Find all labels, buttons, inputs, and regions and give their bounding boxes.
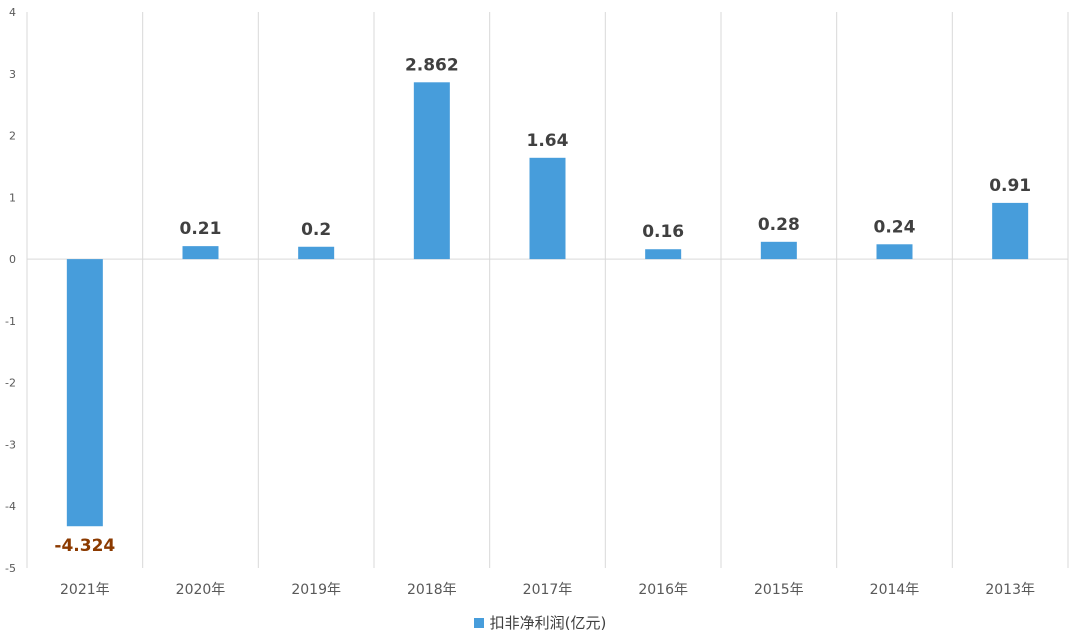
- y-tick-label: -5: [5, 562, 16, 575]
- bar: [760, 241, 797, 260]
- legend-label: 扣非净利润(亿元): [489, 614, 607, 632]
- y-tick-label: 0: [9, 253, 16, 266]
- legend-swatch: [473, 618, 484, 628]
- bar: [992, 202, 1029, 260]
- x-tick-label: 2018年: [407, 582, 457, 598]
- data-label: 1.64: [527, 131, 569, 151]
- data-label: 0.21: [180, 219, 222, 239]
- y-tick-label: 2: [9, 130, 16, 143]
- bar: [529, 157, 566, 260]
- gridlines: [26, 12, 1069, 568]
- data-label: 0.16: [642, 222, 684, 242]
- data-label: 0.91: [989, 176, 1031, 196]
- data-label: -4.324: [54, 536, 115, 556]
- bar: [182, 246, 219, 260]
- y-tick-label: 1: [9, 191, 16, 204]
- data-labels: -4.324 0.21 0.2 2.862 1.64 0.16 0.28 0.24 0.91: [54, 55, 1031, 556]
- x-tick-label: 2015年: [754, 582, 804, 598]
- data-label: 2.862: [405, 55, 459, 75]
- bar: [413, 82, 450, 260]
- bar: [645, 249, 682, 260]
- x-axis: 2021年 2020年 2019年 2018年 2017年 2016年 2015年 2014年…: [60, 582, 1035, 598]
- x-tick-label: 2021年: [60, 582, 110, 598]
- y-tick-label: -1: [5, 315, 16, 328]
- y-tick-label: -2: [5, 377, 16, 390]
- y-tick-label: -3: [5, 438, 16, 451]
- data-label: 0.24: [874, 217, 916, 237]
- x-tick-label: 2019年: [291, 582, 341, 598]
- y-tick-label: 3: [9, 68, 16, 81]
- x-tick-label: 2016年: [638, 582, 688, 598]
- legend: 扣非净利润(亿元): [0, 612, 1080, 633]
- y-axis: 4 3 2 1 0 -1 -2 -3 -4 -5: [5, 6, 16, 575]
- y-tick-label: -4: [5, 500, 16, 513]
- data-label: 0.28: [758, 215, 800, 235]
- y-tick-label: 4: [9, 6, 16, 19]
- x-tick-label: 2017年: [523, 582, 573, 598]
- x-tick-label: 2013年: [985, 582, 1035, 598]
- x-tick-label: 2020年: [176, 582, 226, 598]
- bar: [298, 246, 335, 260]
- bar: [876, 244, 913, 260]
- data-label: 0.2: [301, 220, 331, 240]
- bar: [66, 259, 103, 527]
- x-tick-label: 2014年: [870, 582, 920, 598]
- bar-series: [66, 82, 1029, 527]
